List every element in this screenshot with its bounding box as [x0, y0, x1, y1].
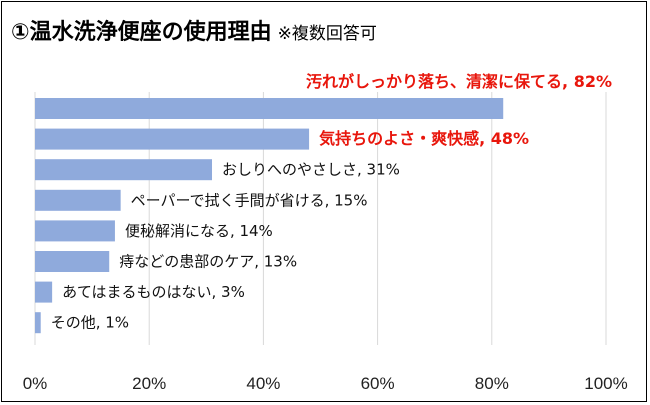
- data-label: 気持ちのよさ・爽快感, 48%: [319, 129, 529, 148]
- data-label: あてはまるものはない, 3%: [62, 283, 245, 301]
- bar: [35, 281, 53, 303]
- chart-subtitle: ※複数回答可: [277, 24, 377, 44]
- bar: [35, 128, 310, 150]
- data-label: ペーパーで拭く手間が省ける, 15%: [131, 191, 368, 209]
- x-tick-label: 100%: [584, 374, 627, 393]
- data-label: 汚れがしっかり落ち、清潔に保てる, 82%: [306, 72, 612, 91]
- data-label: その他, 1%: [51, 314, 129, 332]
- x-tick-label: 80%: [475, 374, 509, 393]
- bar: [35, 251, 110, 272]
- x-tick-label: 20%: [132, 374, 166, 393]
- bar: [35, 220, 115, 242]
- x-tick-label: 40%: [246, 374, 280, 393]
- x-tick-label: 60%: [361, 374, 395, 393]
- data-label: 痔などの患部のケア, 13%: [119, 253, 297, 271]
- x-tick-label: 0%: [23, 374, 48, 393]
- title-row: ①温水洗浄便座の使用理由 ※複数回答可: [11, 14, 377, 46]
- bar: [35, 189, 121, 211]
- chart-title: ①温水洗浄便座の使用理由: [11, 20, 272, 45]
- data-label: 便秘解消になる, 14%: [125, 222, 273, 240]
- bar: [35, 312, 41, 334]
- bar: [35, 98, 504, 119]
- data-label: おしりへのやさしさ, 31%: [222, 161, 400, 179]
- bar: [35, 159, 213, 181]
